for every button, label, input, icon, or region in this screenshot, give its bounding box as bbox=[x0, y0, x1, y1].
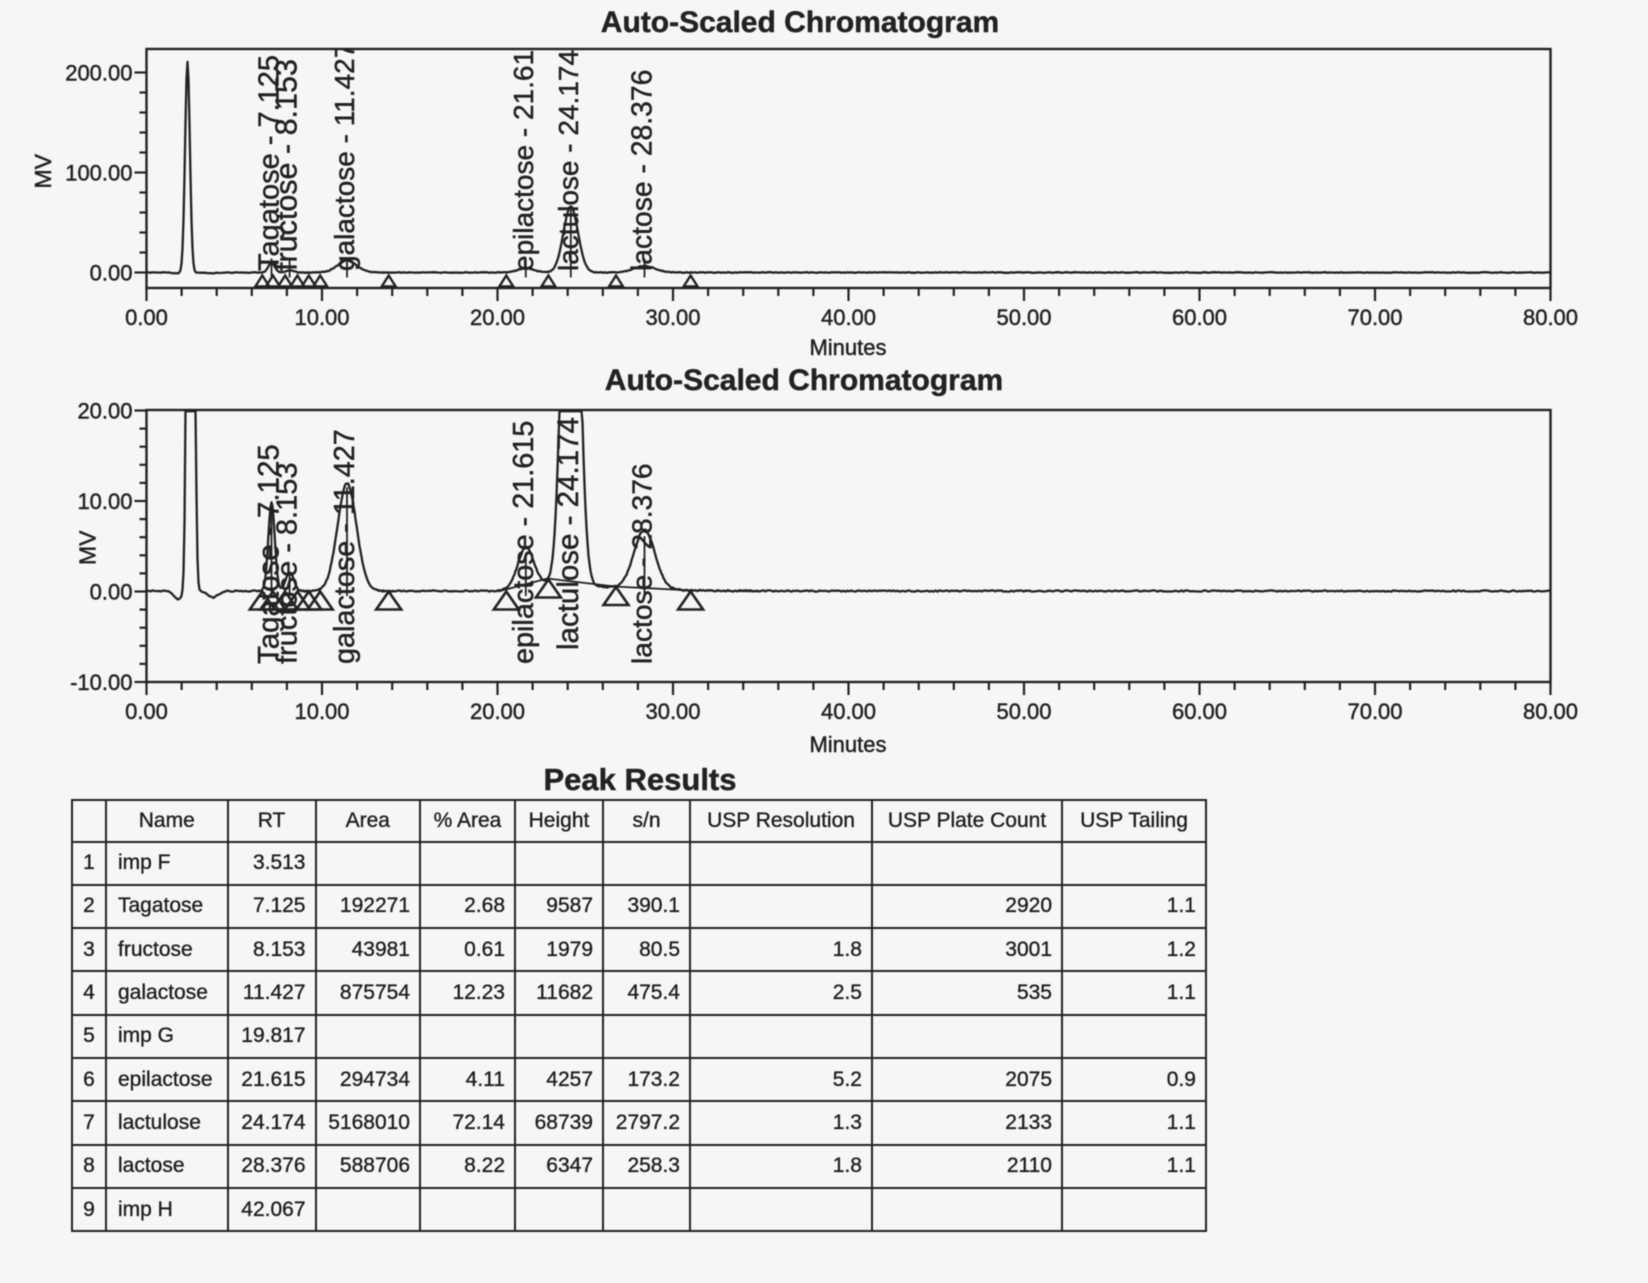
svg-text:lactulose - 24.174: lactulose - 24.174 bbox=[553, 50, 584, 271]
svg-text:MV: MV bbox=[75, 530, 101, 565]
svg-text:Minutes: Minutes bbox=[809, 732, 886, 757]
svg-text:Auto-Scaled Chromatogram: Auto-Scaled Chromatogram bbox=[601, 6, 999, 39]
svg-text:60.00: 60.00 bbox=[1172, 305, 1227, 330]
svg-text:fructose - 8.153: fructose - 8.153 bbox=[272, 463, 304, 665]
svg-text:Tagatose - 7.125: Tagatose - 7.125 bbox=[253, 444, 286, 664]
svg-text:lactulose - 24.174: lactulose - 24.174 bbox=[552, 417, 585, 650]
svg-text:10.00: 10.00 bbox=[294, 699, 349, 724]
svg-text:0.00: 0.00 bbox=[90, 261, 133, 286]
svg-text:lactose - 28.376: lactose - 28.376 bbox=[626, 70, 658, 271]
svg-text:20.00: 20.00 bbox=[77, 399, 132, 424]
svg-text:40.00: 40.00 bbox=[821, 699, 876, 724]
svg-text:30.00: 30.00 bbox=[645, 305, 700, 330]
svg-text:80.00: 80.00 bbox=[1523, 305, 1578, 330]
svg-text:40.00: 40.00 bbox=[821, 305, 876, 330]
svg-text:20.00: 20.00 bbox=[470, 305, 525, 330]
svg-text:epilactose - 21.615: epilactose - 21.615 bbox=[508, 421, 540, 664]
svg-text:fructose - 8.153: fructose - 8.153 bbox=[270, 59, 304, 271]
svg-text:-10.00: -10.00 bbox=[70, 670, 132, 695]
svg-text:MV: MV bbox=[30, 153, 56, 188]
svg-text:10.00: 10.00 bbox=[294, 305, 349, 330]
svg-text:lactose - 28.376: lactose - 28.376 bbox=[626, 463, 658, 664]
svg-text:Peak Results: Peak Results bbox=[544, 762, 737, 797]
svg-text:50.00: 50.00 bbox=[996, 305, 1051, 330]
svg-text:80.00: 80.00 bbox=[1523, 699, 1578, 724]
svg-text:0.00: 0.00 bbox=[90, 580, 133, 605]
svg-text:70.00: 70.00 bbox=[1347, 699, 1402, 724]
svg-text:20.00: 20.00 bbox=[470, 699, 525, 724]
svg-text:Minutes: Minutes bbox=[809, 335, 886, 360]
svg-text:Tagatose - 7.125: Tagatose - 7.125 bbox=[254, 55, 286, 271]
svg-text:100.00: 100.00 bbox=[65, 161, 132, 186]
svg-text:200.00: 200.00 bbox=[65, 61, 132, 86]
svg-text:epilactose - 21.615: epilactose - 21.615 bbox=[508, 34, 539, 271]
svg-text:0.00: 0.00 bbox=[125, 699, 168, 724]
svg-text:50.00: 50.00 bbox=[996, 699, 1051, 724]
svg-text:10.00: 10.00 bbox=[77, 489, 132, 514]
svg-text:galactose - 11.427: galactose - 11.427 bbox=[329, 429, 361, 664]
svg-text:galactose - 11.427: galactose - 11.427 bbox=[329, 43, 360, 271]
svg-text:70.00: 70.00 bbox=[1347, 305, 1402, 330]
svg-text:60.00: 60.00 bbox=[1172, 699, 1227, 724]
svg-text:Auto-Scaled Chromatogram: Auto-Scaled Chromatogram bbox=[605, 364, 1003, 397]
svg-text:30.00: 30.00 bbox=[645, 699, 700, 724]
svg-text:0.00: 0.00 bbox=[125, 305, 168, 330]
